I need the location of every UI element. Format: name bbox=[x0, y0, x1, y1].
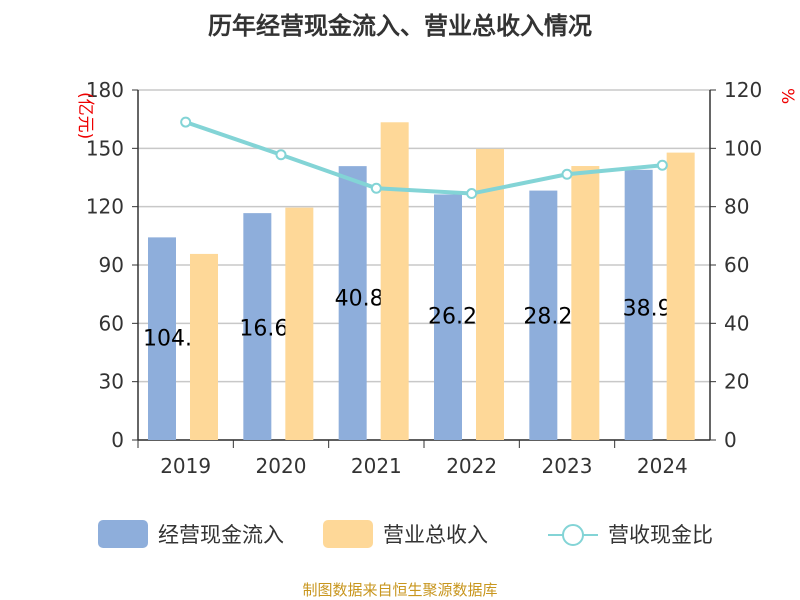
x-tick-label: 2020 bbox=[256, 454, 307, 478]
y2-tick-label: 100 bbox=[724, 136, 762, 160]
y2-tick-label: 40 bbox=[724, 311, 749, 335]
legend-label: 营收现金比 bbox=[608, 523, 713, 547]
chart-title: 历年经营现金流入、营业总收入情况 bbox=[208, 12, 592, 40]
legend-marker bbox=[562, 524, 584, 546]
y-tick-label: 60 bbox=[99, 311, 124, 335]
line-point bbox=[656, 159, 668, 171]
legend-label: 营业总收入 bbox=[383, 523, 488, 547]
y2-tick-label: 80 bbox=[724, 195, 749, 219]
y2-tick-label: 20 bbox=[724, 370, 749, 394]
legend-label: 经营现金流入 bbox=[158, 523, 284, 547]
bar-经营现金流入 bbox=[338, 166, 367, 440]
line-point bbox=[466, 188, 478, 200]
y-axis-label: (亿元) bbox=[75, 92, 95, 139]
line-营收现金比 bbox=[185, 120, 663, 196]
x-tick-label: 2021 bbox=[351, 454, 402, 478]
x-tick-label: 2024 bbox=[637, 454, 688, 478]
y2-axis-label: % bbox=[777, 88, 797, 104]
legend-swatch-营业总收入 bbox=[323, 520, 373, 548]
bar-营业总收入 bbox=[285, 207, 314, 440]
y2-tick-label: 120 bbox=[724, 78, 762, 102]
y-tick-label: 150 bbox=[86, 136, 124, 160]
bar-营业总收入 bbox=[571, 166, 600, 440]
line-point bbox=[275, 149, 287, 161]
bar-营业总收入 bbox=[666, 152, 695, 440]
x-tick-label: 2019 bbox=[160, 454, 211, 478]
line-point bbox=[180, 116, 192, 128]
bar-营业总收入 bbox=[190, 253, 218, 440]
source-note: 制图数据来自恒生聚源数据库 bbox=[302, 581, 498, 599]
y-tick-label: 120 bbox=[86, 195, 124, 219]
line-point bbox=[370, 182, 382, 194]
bar-经营现金流入 bbox=[624, 169, 653, 440]
bar-经营现金流入 bbox=[529, 190, 558, 440]
y2-tick-label: 0 bbox=[724, 428, 737, 452]
x-tick-label: 2023 bbox=[542, 454, 593, 478]
y-tick-label: 180 bbox=[86, 78, 124, 102]
y2-tick-label: 60 bbox=[724, 253, 749, 277]
bar-营业总收入 bbox=[380, 122, 409, 441]
bar-经营现金流入 bbox=[148, 237, 176, 440]
legend-swatch-经营现金流入 bbox=[98, 520, 148, 548]
line-point bbox=[561, 168, 573, 180]
y-tick-label: 0 bbox=[111, 428, 124, 452]
bar-营业总收入 bbox=[476, 148, 504, 440]
y-tick-label: 90 bbox=[99, 253, 124, 277]
x-tick-label: 2022 bbox=[446, 454, 497, 478]
y-tick-label: 30 bbox=[99, 370, 124, 394]
bar-经营现金流入 bbox=[434, 194, 462, 440]
bar-经营现金流入 bbox=[243, 213, 272, 440]
